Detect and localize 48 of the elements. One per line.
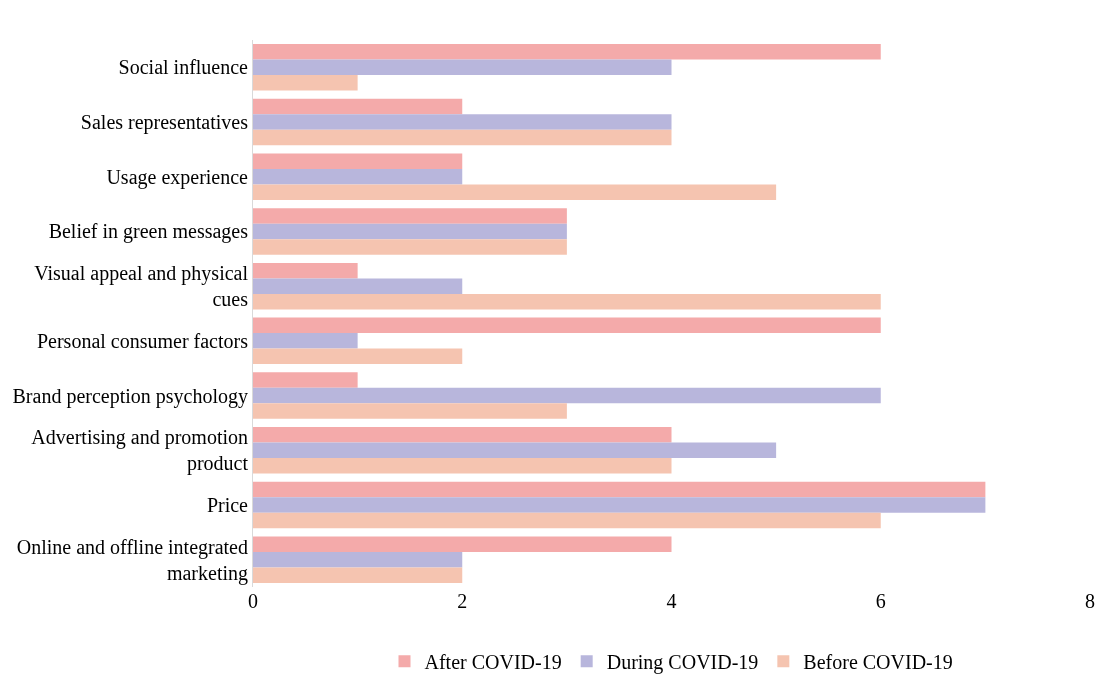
bar <box>253 317 881 334</box>
bar <box>253 497 986 513</box>
bar <box>253 458 672 474</box>
bar <box>253 427 672 443</box>
bar <box>253 262 358 279</box>
y-tick-label: Visual appeal and physical cues <box>34 262 249 311</box>
bar <box>253 169 463 185</box>
bar <box>253 387 881 404</box>
legend-label: After COVID-19 <box>424 651 562 673</box>
bar <box>253 153 463 169</box>
x-tick-label: 6 <box>875 590 886 612</box>
bar <box>253 442 777 458</box>
y-tick-label: Advertising and promotion product <box>31 426 249 476</box>
bar <box>253 567 463 583</box>
bar <box>253 481 986 498</box>
y-tick-label: Personal consumer factors <box>36 329 249 352</box>
bar <box>253 403 567 419</box>
bar <box>253 333 358 349</box>
x-tick-label: 4 <box>666 590 677 612</box>
bar <box>253 75 358 91</box>
bar <box>253 223 567 240</box>
bar <box>253 293 881 310</box>
y-tick-label: Usage experience <box>106 165 249 189</box>
bar <box>253 59 672 76</box>
bar <box>253 348 463 365</box>
bar <box>253 372 358 388</box>
bar <box>253 278 463 294</box>
bar <box>253 512 881 529</box>
x-tick-label: 2 <box>457 590 468 612</box>
x-tick-label: 0 <box>248 590 258 612</box>
y-tick-label: Social influence <box>118 56 249 79</box>
y-tick-label: Sales representatives <box>80 111 249 135</box>
bar <box>253 208 567 224</box>
y-tick-label: Brand perception psychology <box>12 384 248 408</box>
legend-label: During COVID-19 <box>606 651 759 674</box>
bar <box>253 44 881 60</box>
bar <box>253 129 672 146</box>
bar <box>253 536 672 552</box>
y-tick-label: Belief in green messages <box>48 220 249 244</box>
legend-label: Before COVID-19 <box>803 651 953 673</box>
bar <box>253 239 567 255</box>
x-tick-label: 8 <box>1085 590 1095 612</box>
bar <box>253 98 463 115</box>
y-tick-label: Price <box>206 493 249 516</box>
bar <box>253 551 463 568</box>
bar <box>253 184 777 200</box>
y-tick-label: Online and offline integrated marketing <box>16 535 248 585</box>
bar <box>253 114 672 130</box>
